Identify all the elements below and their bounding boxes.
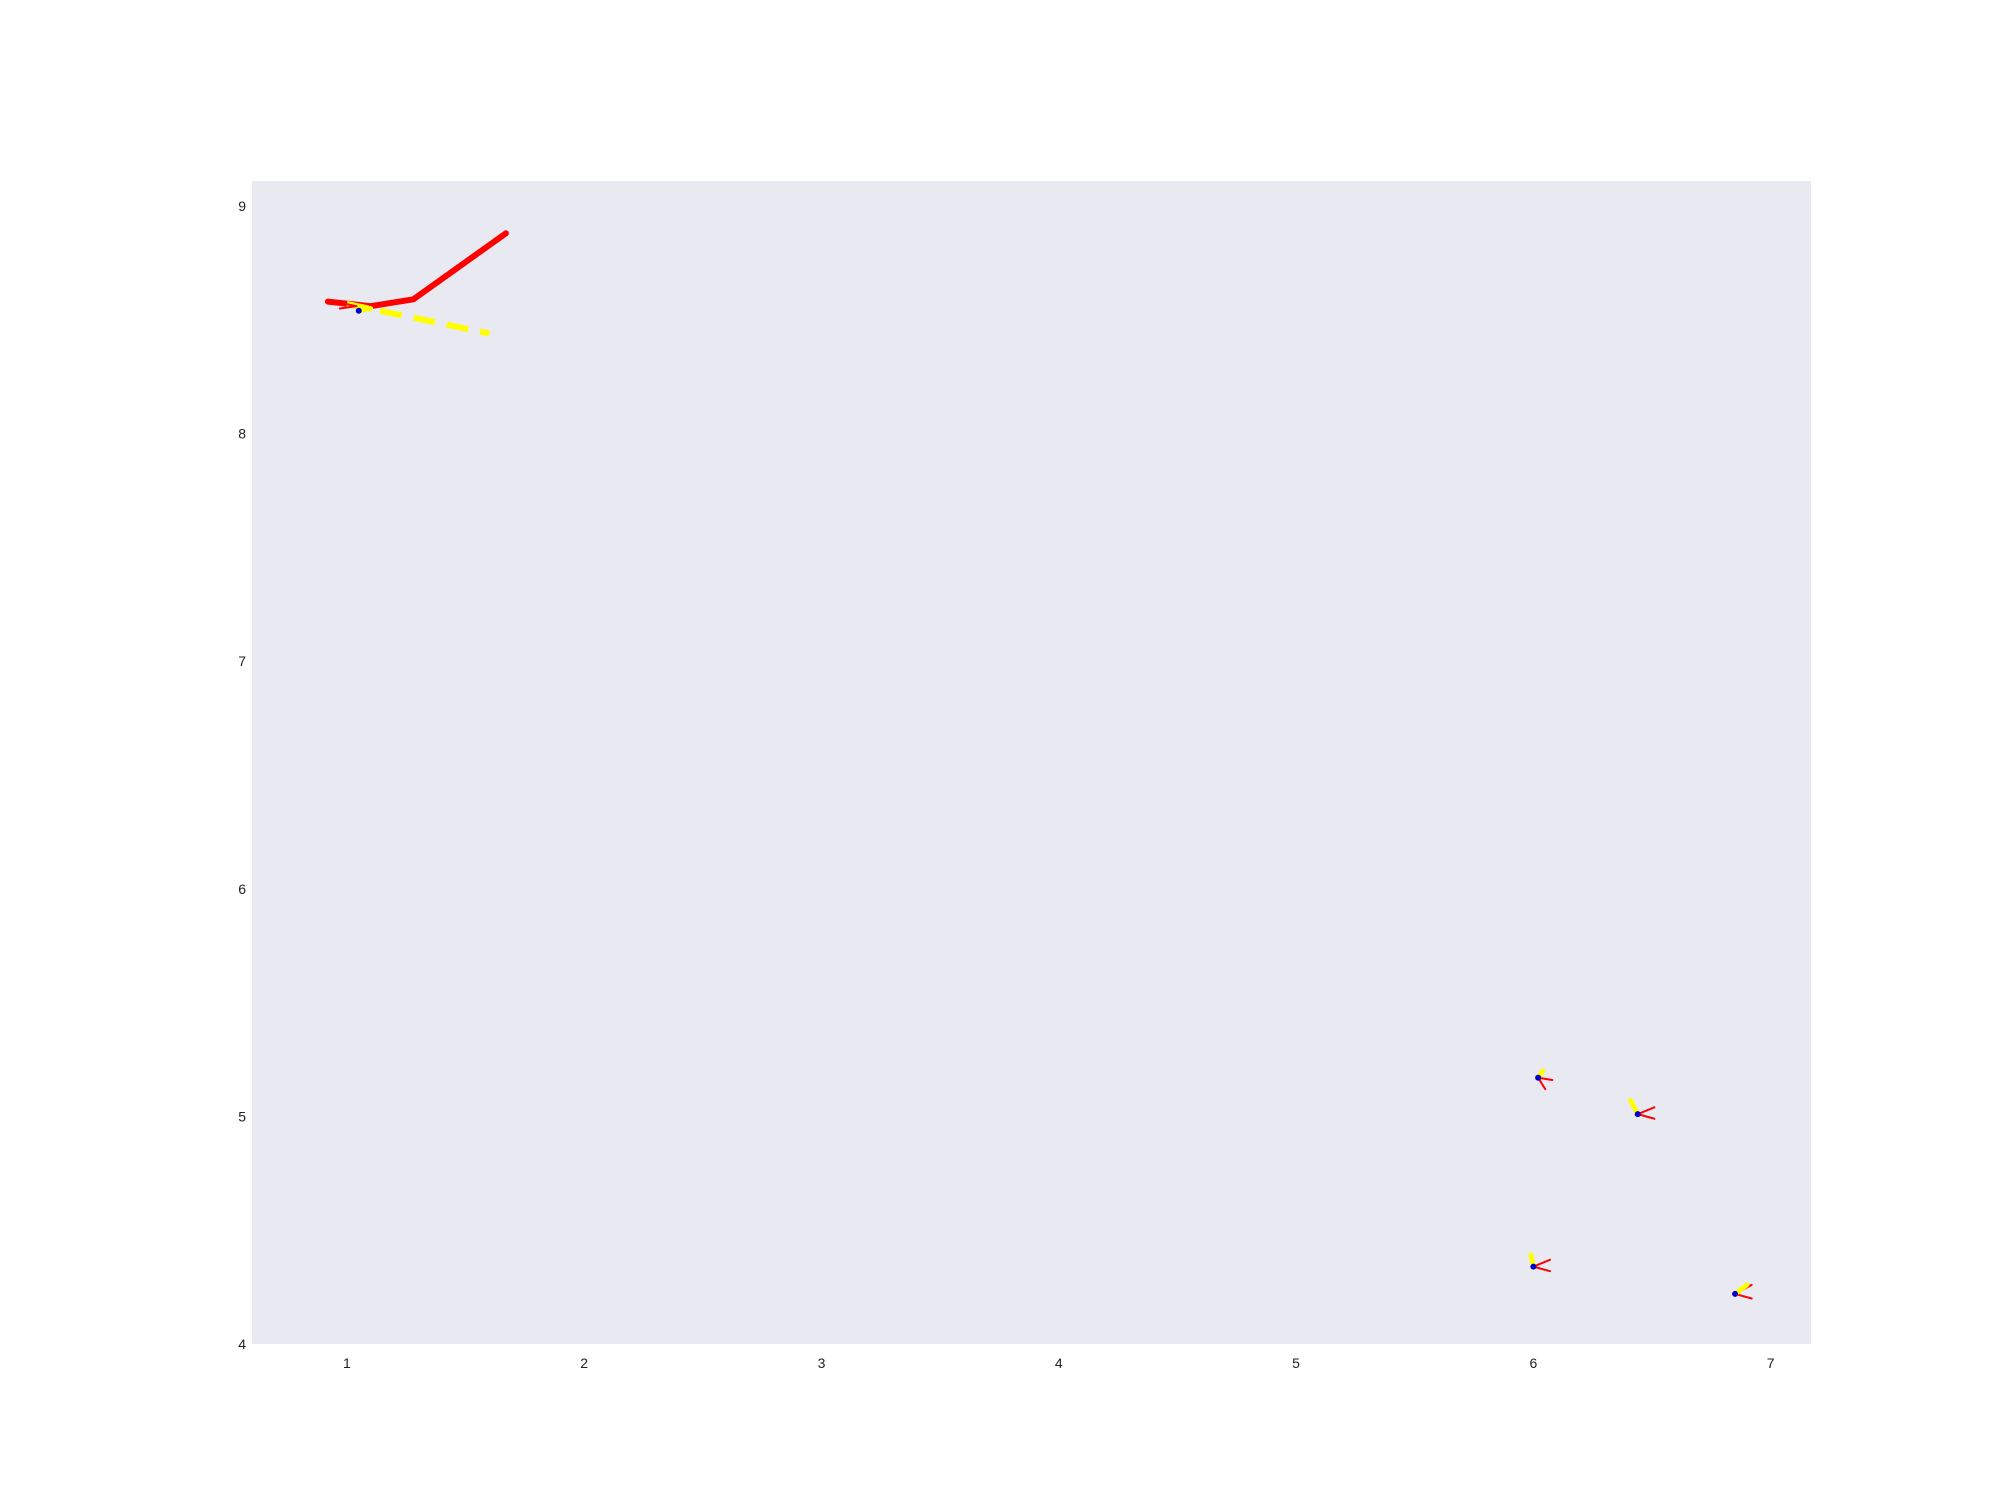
glyph-center-point-3 <box>1634 1111 1641 1118</box>
glyph-center-point-1 <box>355 307 362 314</box>
y-tick-label: 5 <box>238 1108 246 1124</box>
x-tick-label: 3 <box>818 1355 826 1371</box>
x-tick-label: 7 <box>1767 1355 1775 1371</box>
glyph-segment-1-1 <box>334 300 358 308</box>
glyph-marker-5 <box>1732 1282 1753 1300</box>
x-tick-label: 1 <box>343 1355 351 1371</box>
glyph-marker-3 <box>1628 1097 1656 1120</box>
x-tick-label: 5 <box>1292 1355 1300 1371</box>
plot-area <box>252 181 1811 1344</box>
x-tick-label: 4 <box>1055 1355 1063 1371</box>
glyph-marker-4 <box>1528 1252 1551 1273</box>
x-tick-label: 2 <box>580 1355 588 1371</box>
y-tick-label: 8 <box>238 426 246 442</box>
y-axis-ticks: 4 5 6 7 8 9 <box>238 198 246 1352</box>
y-tick-label: 9 <box>238 198 246 214</box>
y-tick-label: 6 <box>238 881 246 897</box>
marker-layer <box>334 300 1753 1300</box>
glyph-marker-1 <box>334 300 374 314</box>
glyph-center-point-2 <box>1535 1074 1542 1081</box>
glyph-center-point-5 <box>1732 1290 1739 1297</box>
glyph-center-point-4 <box>1530 1263 1537 1270</box>
series-line-2 <box>346 300 490 337</box>
y-tick-label: 4 <box>238 1336 246 1352</box>
glyph-segment-1-2 <box>338 305 358 310</box>
y-tick-label: 7 <box>238 653 246 669</box>
x-axis-ticks: 1 2 3 4 5 6 7 <box>343 1355 1775 1371</box>
x-tick-label: 6 <box>1529 1355 1537 1371</box>
glyph-marker-2 <box>1535 1068 1554 1091</box>
